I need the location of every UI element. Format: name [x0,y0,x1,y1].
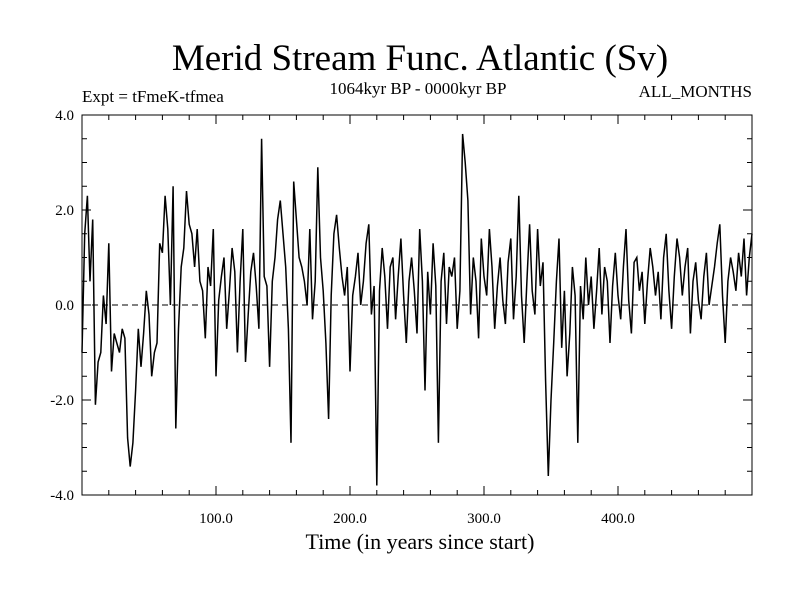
y-tick-label: 4.0 [55,108,74,124]
time-range-label: 1064kyr BP - 0000kyr BP [330,79,507,98]
series-line [81,133,753,486]
months-label: ALL_MONTHS [639,82,752,101]
y-tick-label: 2.0 [55,203,74,219]
chart-title: Merid Stream Func. Atlantic (Sv) [172,38,668,79]
x-tick-label: 400.0 [601,511,635,527]
y-tick-label: 0.0 [55,298,74,314]
x-tick-label: 300.0 [467,511,501,527]
y-tick-label: -2.0 [50,393,74,409]
experiment-label: Expt = tFmeK-tfmea [82,87,224,106]
x-tick-label: 200.0 [333,511,367,527]
plot-frame [81,114,753,496]
x-axis-label: Time (in years since start) [306,529,535,554]
y-tick-label: -4.0 [50,488,74,504]
x-tick-label: 100.0 [199,511,233,527]
